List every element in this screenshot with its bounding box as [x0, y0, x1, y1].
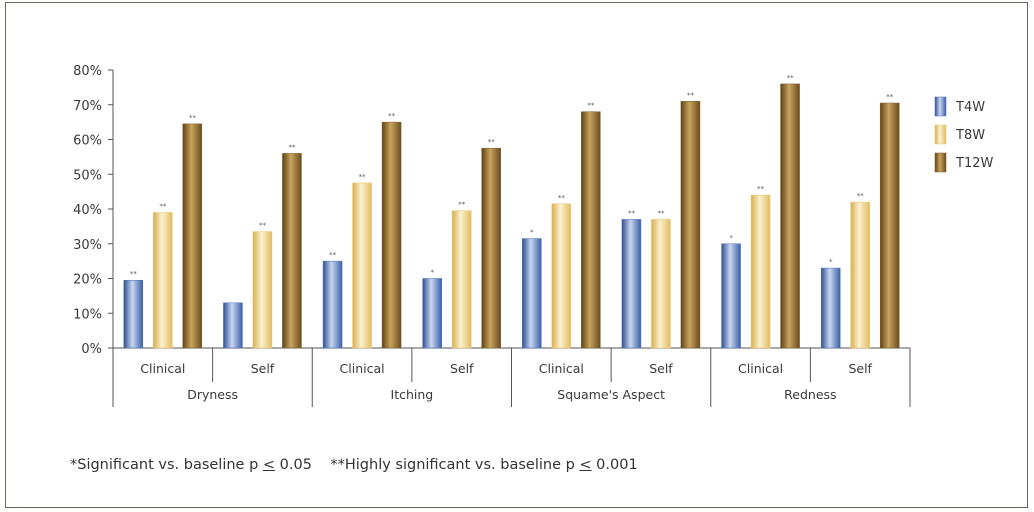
x-group-label: Dryness [187, 387, 238, 402]
significance-label: ** [558, 194, 566, 202]
legend-label-t4w: T4W [955, 100, 985, 115]
significance-label: ** [787, 74, 795, 82]
y-tick-label: 50% [73, 168, 102, 183]
x-group-label: Itching [391, 387, 434, 402]
x-group-label: Squame's Aspect [557, 387, 665, 402]
bar-t8w [451, 210, 472, 349]
significance-label: * [530, 229, 534, 237]
significance-label: ** [159, 202, 167, 210]
significance-label: ** [359, 173, 367, 181]
bar-t4w [721, 243, 741, 349]
bar-t4w [522, 238, 542, 349]
significance-label: ** [657, 209, 665, 217]
significance-label: ** [587, 102, 595, 110]
y-tick-label: 70% [73, 99, 102, 114]
x-category-label: Self [848, 361, 872, 376]
x-category-label: Self [251, 361, 275, 376]
legend-label-t8w: T8W [955, 128, 985, 143]
significance-label: ** [189, 114, 197, 122]
footnote-le2: < [579, 457, 592, 473]
y-tick-label: 20% [73, 273, 102, 288]
bar-t8w [750, 194, 771, 349]
bar-t4w [621, 219, 642, 349]
bar-t4w [123, 279, 144, 349]
bar-t8w [651, 219, 671, 349]
bar-t4w [322, 260, 343, 349]
x-category-label: Clinical [140, 361, 185, 376]
significance-label: ** [130, 270, 138, 278]
significance-label: * [729, 234, 733, 242]
y-tick-label: 80% [73, 64, 102, 79]
significance-label: ** [886, 93, 894, 101]
y-tick-label: 60% [73, 134, 102, 149]
significance-label: ** [488, 138, 496, 146]
significance-label: ** [628, 209, 636, 217]
significance-label: ** [388, 112, 396, 120]
x-category-label: Clinical [738, 361, 783, 376]
bar-t12w [182, 123, 203, 349]
x-category-label: Self [649, 361, 673, 376]
y-tick-label: 30% [73, 238, 102, 253]
bar-t4w [820, 267, 841, 349]
significance-label: ** [757, 185, 765, 193]
significance-label: * [430, 269, 434, 277]
bar-t12w [581, 111, 601, 349]
significance-label: ** [857, 192, 865, 200]
legend-swatch-t4w [934, 96, 947, 117]
x-category-label: Self [450, 361, 474, 376]
bar-t8w [551, 203, 572, 349]
bar-t8w [252, 231, 273, 349]
y-tick-label: 0% [81, 342, 102, 357]
bar-t12w [481, 147, 501, 349]
x-group-label: Redness [784, 387, 836, 402]
x-category-label: Clinical [340, 361, 385, 376]
significance-label: ** [259, 222, 267, 230]
footnote-le1: < [262, 457, 276, 473]
bar-t4w [422, 278, 442, 349]
significance-label: ** [687, 91, 695, 99]
bar-t12w [680, 101, 701, 349]
bar-t8w [352, 182, 372, 349]
bar-t12w [780, 83, 800, 349]
y-tick-label: 40% [73, 203, 102, 218]
x-category-label: Clinical [539, 361, 584, 376]
significance-footnote: *Significant vs. baseline p < 0.05 **Hig… [70, 457, 638, 473]
significance-label: * [829, 258, 833, 266]
bar-t12w [879, 102, 900, 349]
footnote-part2: 0.05 **Highly significant vs. baseline p [275, 457, 580, 473]
bar-t4w [223, 302, 243, 349]
significance-label: ** [288, 143, 296, 151]
legend-swatch-t12w [934, 152, 947, 173]
footnote-part3: 0.001 [591, 457, 638, 473]
bar-t8w [153, 212, 173, 349]
legend-swatch-t8w [934, 124, 947, 145]
footnote-part1: *Significant vs. baseline p [70, 457, 263, 473]
bar-t12w [282, 153, 302, 349]
significance-label: ** [329, 251, 337, 259]
significance-label: ** [458, 201, 466, 209]
bar-t8w [850, 201, 870, 349]
y-tick-label: 10% [73, 307, 102, 322]
bar-t12w [381, 121, 402, 349]
legend-label-t12w: T12W [955, 156, 993, 171]
